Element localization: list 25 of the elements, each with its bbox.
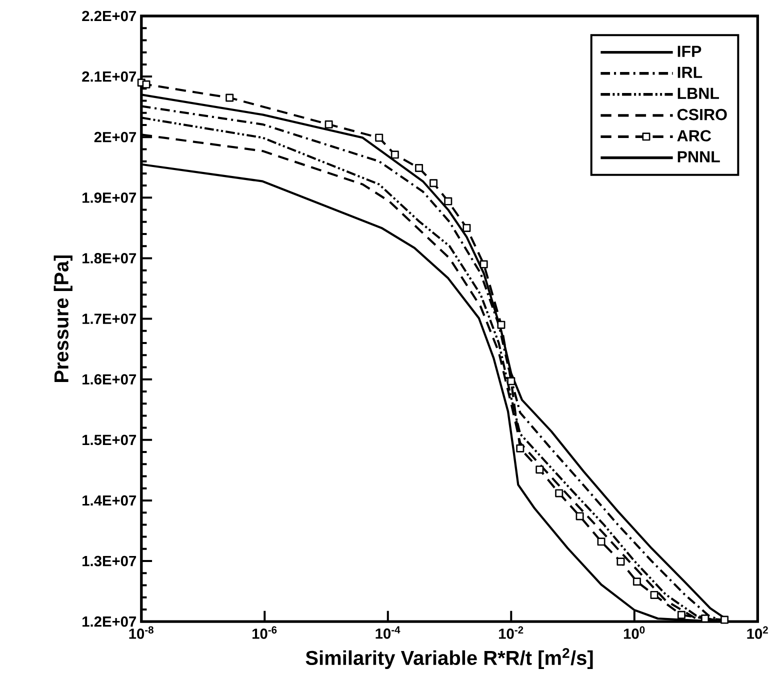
y-tick-label: 2.2E+07 [82,10,136,22]
y-tick-label: 1.4E+07 [82,495,136,506]
x-tick-label: 10$^{2}$ [747,626,768,639]
y-tick-label: 1.5E+07 [82,434,136,446]
x-axis-title: Similarity Variable R*R/t [m$^{2}$/s] [306,648,593,669]
x-tick-label: 10$^{0}$ [624,626,645,639]
x-tick-label: 10$^{-2}$ [499,626,524,639]
x-tick-label: 10$^{-4}$ [376,626,400,639]
x-tick-label: 10$^{-8}$ [129,626,154,639]
legend-label: CSIRO [677,108,727,120]
legend-label: ARC [677,130,712,142]
y-tick-label: 1.9E+07 [82,192,136,203]
legend-label: LBNL [678,88,719,99]
legend-label: PNNL [678,151,720,162]
y-tick-label: 1.2E+07 [82,616,136,627]
y-tick-label: 1.7E+07 [82,314,136,324]
legend-label: IRL [678,66,702,78]
legend-label: IFP [678,46,702,57]
y-tick-label: 1.3E+07 [82,556,136,566]
y-tick-label: 2E+07 [94,132,136,142]
y-tick-label: 2.1E+07 [82,71,136,82]
y-tick-label: 1.6E+07 [82,374,136,385]
y-tick-label: 1.8E+07 [82,253,136,264]
y-axis-title: Pressure [Pa] [54,255,72,382]
x-tick-label: 10$^{-6}$ [252,626,277,639]
